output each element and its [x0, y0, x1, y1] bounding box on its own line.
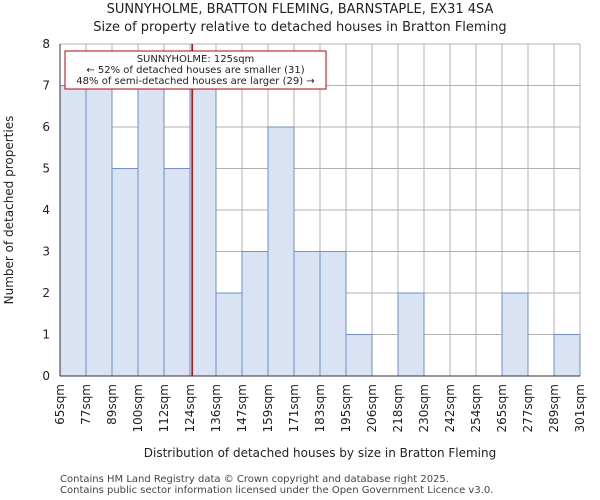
- y-tick-label: 5: [42, 162, 50, 176]
- x-tick-label: 218sqm: [391, 384, 405, 432]
- x-tick-label: 289sqm: [547, 384, 561, 432]
- bar-218sqm: [397, 292, 425, 377]
- x-tick-label: 89sqm: [105, 384, 119, 425]
- x-tick-label: 159sqm: [261, 384, 275, 432]
- x-tick-label: 147sqm: [235, 384, 249, 432]
- x-tick-label: 242sqm: [443, 384, 457, 432]
- bar-147sqm: [241, 251, 269, 377]
- bar-265sqm: [501, 292, 529, 377]
- x-tick-label: 136sqm: [209, 384, 223, 432]
- y-tick-label: 0: [42, 369, 50, 383]
- x-tick-label: 65sqm: [53, 384, 67, 425]
- y-tick-label: 6: [42, 120, 50, 134]
- x-tick-label: 100sqm: [131, 384, 145, 432]
- x-tick-label: 265sqm: [495, 384, 509, 432]
- annotation-box: [64, 50, 327, 90]
- y-tick-labels: 0 1 2 3 4 5 6 7 8: [42, 37, 50, 383]
- bar-136sqm: [215, 292, 243, 377]
- x-tick-label: 206sqm: [365, 384, 379, 432]
- x-tick-label: 230sqm: [417, 384, 431, 432]
- x-tick-label: 183sqm: [313, 384, 327, 432]
- bar-289sqm: [553, 334, 581, 377]
- y-tick-label: 4: [42, 203, 50, 217]
- x-tick-label: 171sqm: [287, 384, 301, 432]
- x-axis-label: Distribution of detached houses by size …: [144, 446, 496, 460]
- x-tick-label: 77sqm: [79, 384, 93, 425]
- x-tick-label: 195sqm: [339, 384, 353, 432]
- y-tick-label: 7: [42, 79, 50, 93]
- bar-65sqm: [59, 85, 87, 377]
- y-tick-label: 8: [42, 37, 50, 51]
- annotation-line-1: SUNNYHOLME: 125sqm: [137, 54, 255, 65]
- y-axis-label: Number of detached properties: [2, 116, 16, 305]
- bar-100sqm: [137, 85, 165, 377]
- x-tick-label: 254sqm: [469, 384, 483, 432]
- x-tick-label: 112sqm: [157, 384, 171, 432]
- annotation-line-2: ← 52% of detached houses are smaller (31…: [86, 65, 304, 76]
- bar-124sqm: [189, 85, 217, 377]
- annotation-line-3: 48% of semi-detached houses are larger (…: [76, 76, 314, 87]
- y-tick-label: 3: [42, 245, 50, 259]
- bar-112sqm: [163, 168, 191, 377]
- bar-77sqm: [85, 85, 113, 377]
- bar-89sqm: [111, 168, 139, 377]
- bar-183sqm: [319, 251, 347, 377]
- footer-line-2: Contains public sector information licen…: [60, 485, 494, 496]
- y-tick-label: 1: [42, 328, 50, 342]
- x-tick-label: 124sqm: [183, 384, 197, 432]
- x-tick-label: 277sqm: [521, 384, 535, 432]
- footer-line-1: Contains HM Land Registry data © Crown c…: [60, 474, 449, 485]
- bar-159sqm: [267, 126, 295, 377]
- chart-subtitle: Size of property relative to detached ho…: [93, 20, 507, 35]
- marker-annotation: SUNNYHOLME: 125sqm ← 52% of detached hou…: [64, 50, 327, 90]
- x-tick-labels: 65sqm 77sqm 89sqm 100sqm 112sqm 124sqm 136sqm 1…: [53, 384, 587, 432]
- chart-title: SUNNYHOLME, BRATTON FLEMING, BARNSTAPLE,…: [106, 2, 494, 17]
- bar-171sqm: [293, 251, 321, 377]
- bar-195sqm: [345, 334, 373, 377]
- x-tick-label: 301sqm: [573, 384, 587, 432]
- y-tick-label: 2: [42, 286, 50, 300]
- bars: [59, 85, 581, 377]
